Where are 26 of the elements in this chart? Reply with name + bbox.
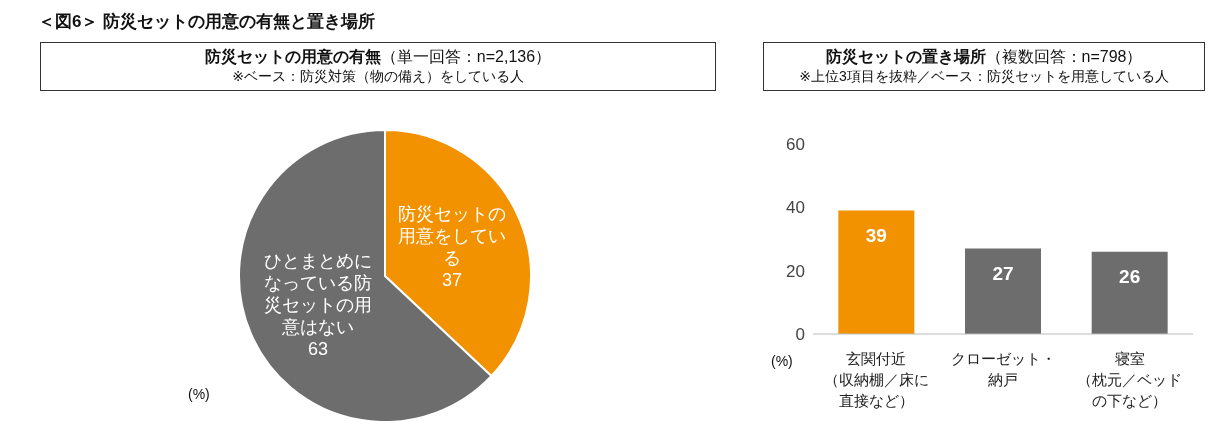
text: ＜図6＞ 防災セットの用意の有無と置き場所 — [38, 11, 376, 33]
text: ※ベース：防災対策（物の備え）をしている人 — [231, 68, 525, 86]
chart-title: 防災セットの置き場所 — [825, 48, 986, 65]
x-tick-label: 寝室（枕元／ベッドの下など） — [1077, 350, 1183, 409]
x-tick-label: クローゼット・納戸 — [950, 350, 1056, 388]
x-tick-label: 玄関付近（収納棚／床に直接など） — [823, 350, 929, 409]
chart-title: 防災セットの用意の有無 — [204, 48, 381, 65]
text: ※上位3項目を抜粋／ベース：防災セットを用意している人 — [798, 68, 1170, 86]
y-tick-label: 60 — [786, 135, 805, 155]
bar — [965, 248, 1041, 334]
slice-label: 防災セットの用意をしている — [398, 204, 506, 269]
slice-label: ひとまとめになっている防災セットの用意はない — [264, 250, 372, 337]
data-label: 26 — [1119, 266, 1141, 288]
bar — [838, 210, 915, 334]
data-label: 39 — [865, 224, 887, 246]
text: (%) — [188, 386, 210, 402]
y-tick-label: 0 — [795, 325, 805, 345]
y-tick-label: 20 — [786, 261, 805, 281]
chart-subtitle: （単一回答：n=2,136） — [380, 48, 552, 65]
y-tick-label: 40 — [786, 198, 805, 218]
data-label: 37 — [441, 270, 463, 291]
data-label: 27 — [992, 262, 1014, 284]
bar — [1091, 251, 1168, 334]
text: (%) — [771, 353, 793, 369]
data-label: 63 — [307, 338, 329, 359]
chart-subtitle: （複数回答：n=798） — [985, 48, 1143, 65]
